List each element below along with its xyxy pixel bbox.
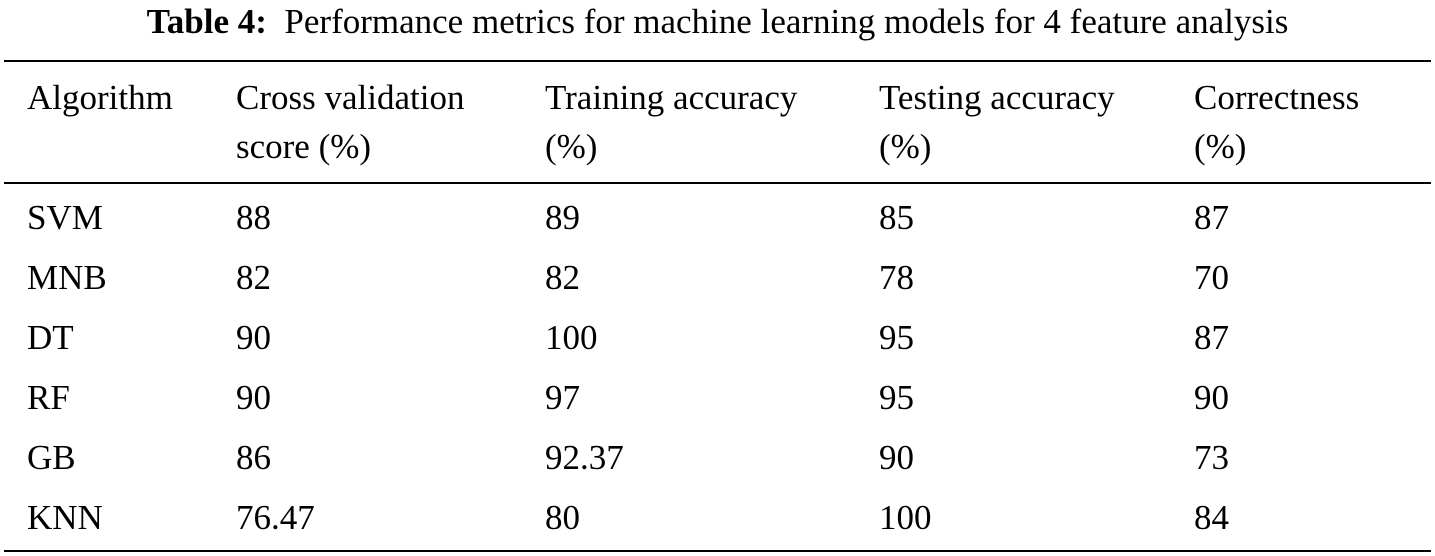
table-body: SVM 88 89 85 87 MNB 82 82 78 70 DT 90 10… bbox=[0, 190, 1435, 550]
header-line: Testing accuracy bbox=[879, 78, 1115, 117]
table-cell: RF bbox=[27, 378, 70, 417]
table-cell: 82 bbox=[236, 258, 271, 297]
table-row: KNN 76.47 80 100 84 bbox=[0, 490, 1435, 550]
header-training-accuracy: Training accuracy (%) bbox=[545, 73, 797, 171]
header-line: (%) bbox=[545, 127, 598, 166]
table-cell: 90 bbox=[1194, 378, 1229, 417]
table-cell: GB bbox=[27, 438, 76, 477]
table-cell: 90 bbox=[236, 318, 271, 357]
table-top-rule bbox=[4, 60, 1431, 62]
header-line: Algorithm bbox=[27, 78, 173, 117]
header-algorithm: Algorithm bbox=[27, 73, 173, 122]
table-cell: MNB bbox=[27, 258, 107, 297]
caption-text: Performance metrics for machine learning… bbox=[284, 2, 1289, 41]
table-cell: 82 bbox=[545, 258, 580, 297]
table-cell: 87 bbox=[1194, 318, 1229, 357]
header-line: (%) bbox=[1194, 127, 1247, 166]
table-header: Algorithm Cross validation score (%) Tra… bbox=[0, 73, 1435, 173]
table-row: RF 90 97 95 90 bbox=[0, 370, 1435, 430]
header-correctness: Correctness (%) bbox=[1194, 73, 1359, 171]
table-bottom-rule bbox=[4, 550, 1431, 552]
table-cell: 90 bbox=[879, 438, 914, 477]
table-cell: 84 bbox=[1194, 498, 1229, 537]
table-cell: 88 bbox=[236, 198, 271, 237]
table-row: GB 86 92.37 90 73 bbox=[0, 430, 1435, 490]
header-line: Cross validation bbox=[236, 78, 465, 117]
table-cell: 89 bbox=[545, 198, 580, 237]
header-testing-accuracy: Testing accuracy (%) bbox=[879, 73, 1115, 171]
table-row: SVM 88 89 85 87 bbox=[0, 190, 1435, 250]
table-cell: KNN bbox=[27, 498, 103, 537]
header-line: Correctness bbox=[1194, 78, 1360, 117]
table-cell: 85 bbox=[879, 198, 914, 237]
table-cell: 87 bbox=[1194, 198, 1229, 237]
header-line: (%) bbox=[879, 127, 932, 166]
table-cell: 86 bbox=[236, 438, 271, 477]
table-cell: 92.37 bbox=[545, 438, 624, 477]
table-cell: 70 bbox=[1194, 258, 1229, 297]
table-caption: Table 4: Performance metrics for machine… bbox=[0, 0, 1435, 44]
table-cell: DT bbox=[27, 318, 74, 357]
table-cell: 100 bbox=[545, 318, 598, 357]
table-cell: 78 bbox=[879, 258, 914, 297]
table-cell: 95 bbox=[879, 378, 914, 417]
table-header-rule bbox=[4, 182, 1431, 184]
table-cell: 95 bbox=[879, 318, 914, 357]
table-cell: 73 bbox=[1194, 438, 1229, 477]
table-cell: 76.47 bbox=[236, 498, 315, 537]
table-row: MNB 82 82 78 70 bbox=[0, 250, 1435, 310]
header-line: score (%) bbox=[236, 127, 372, 166]
header-line: Training accuracy bbox=[545, 78, 798, 117]
table-cell: 80 bbox=[545, 498, 580, 537]
table-cell: 100 bbox=[879, 498, 932, 537]
table-cell: 90 bbox=[236, 378, 271, 417]
table-cell: 97 bbox=[545, 378, 580, 417]
header-cross-validation: Cross validation score (%) bbox=[236, 73, 464, 171]
table-row: DT 90 100 95 87 bbox=[0, 310, 1435, 370]
table-cell: SVM bbox=[27, 198, 103, 237]
caption-label: Table 4: bbox=[146, 2, 267, 41]
